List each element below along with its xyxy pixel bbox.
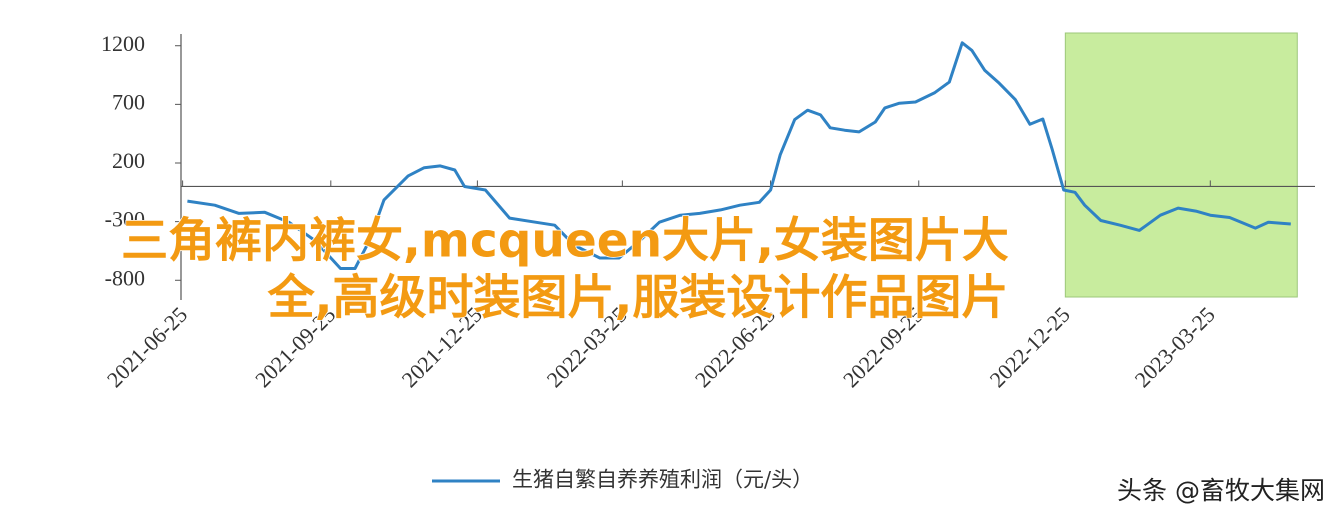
y-tick-label: 1200 [101,31,145,56]
y-tick-label: 700 [112,89,145,114]
overlay-text: 三角裤内裤女,mcqueen大片,女装图片大 [121,214,1009,269]
y-tick-label: -800 [105,265,145,290]
x-tick-label: 2021-06-25 [102,302,192,392]
watermark: 头条 @畜牧大集网 [1117,476,1325,505]
y-tick-label: -300 [105,207,145,232]
highlight-band [1064,32,1298,298]
data-line [187,41,1291,270]
x-tick-label: 2023-03-25 [1130,302,1220,392]
legend-label: 生猪自繁自养养殖利润（元/头） [512,468,813,492]
y-tick-label: 200 [112,148,145,173]
overlay-text: 全,高级时装图片,服装设计作品图片 [267,271,1009,326]
